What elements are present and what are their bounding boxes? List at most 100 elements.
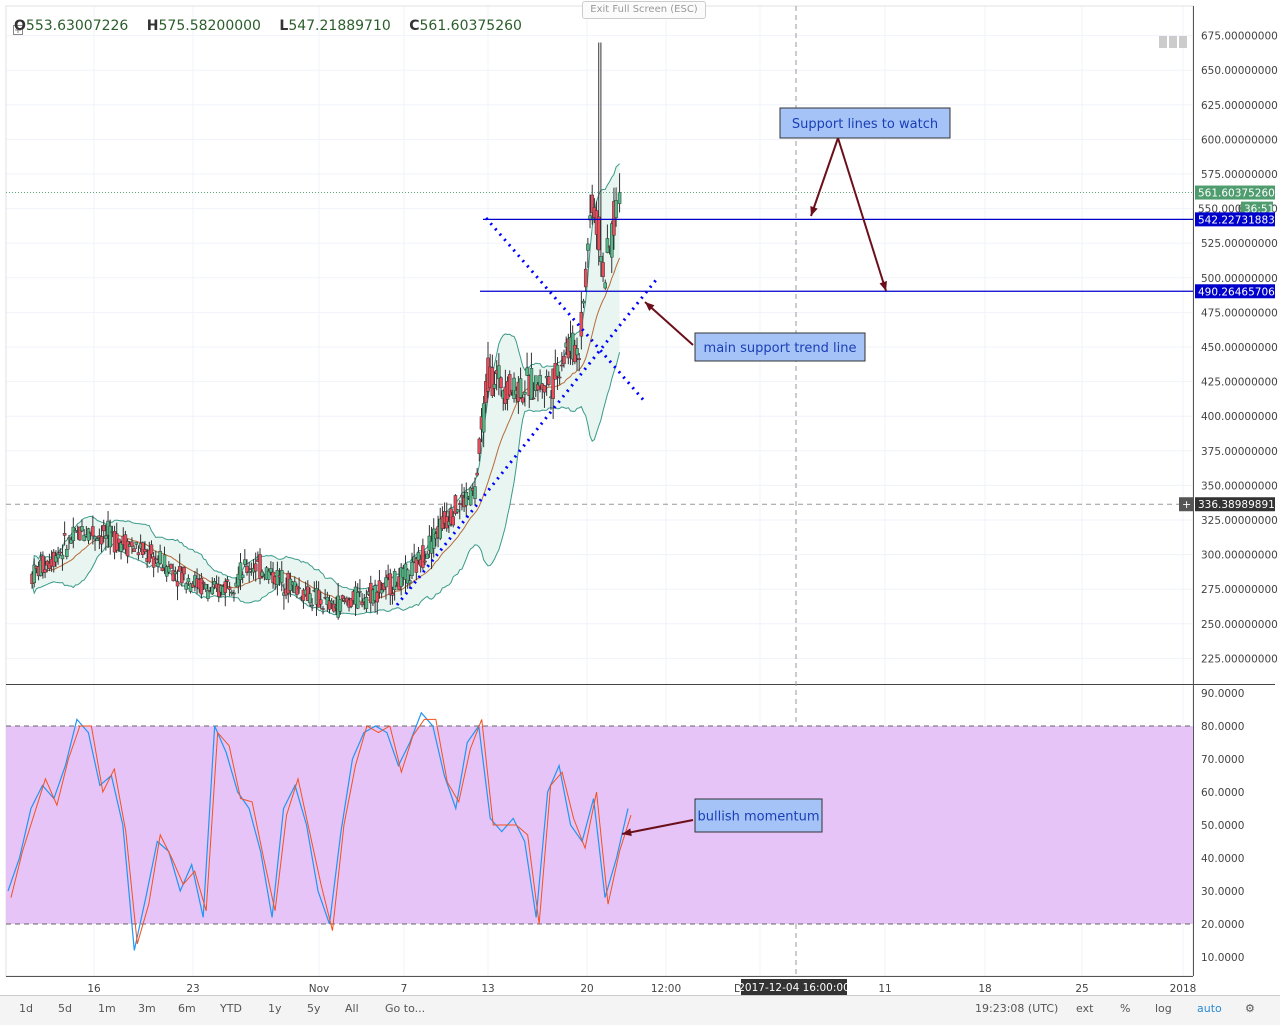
range-1m-button[interactable]: 1m bbox=[98, 1002, 116, 1015]
candle-body bbox=[141, 542, 145, 555]
candle-body bbox=[560, 364, 564, 367]
candle-body bbox=[60, 554, 65, 560]
bollinger-upper bbox=[31, 163, 620, 591]
price-tick-label: 475.00000000 bbox=[1201, 307, 1278, 319]
candle-body bbox=[104, 535, 108, 539]
candle-body bbox=[230, 591, 234, 594]
ext-toggle[interactable]: ext bbox=[1076, 1002, 1094, 1015]
range-1d-button[interactable]: 1d bbox=[19, 1002, 33, 1015]
candle-body bbox=[414, 558, 419, 573]
candle-body bbox=[210, 586, 215, 595]
candle-body bbox=[408, 580, 412, 584]
goto-button[interactable]: Go to... bbox=[385, 1002, 426, 1015]
candle-body bbox=[355, 592, 360, 609]
candle-body bbox=[392, 571, 397, 591]
log-toggle[interactable]: log bbox=[1155, 1002, 1172, 1015]
settings-icon[interactable]: ⚙ bbox=[1245, 1002, 1255, 1015]
range-5y-button[interactable]: 5y bbox=[307, 1002, 321, 1015]
support-lines-note-text: Support lines to watch bbox=[792, 117, 938, 132]
candle-body bbox=[99, 536, 104, 545]
candle-body bbox=[225, 579, 230, 582]
arrow-to-support bbox=[837, 137, 887, 292]
exit-fullscreen-button[interactable]: Exit Full Screen (ESC) bbox=[582, 1, 706, 19]
high-value: 575.58200000 bbox=[158, 18, 261, 34]
candle-body bbox=[130, 541, 134, 547]
candle-body bbox=[54, 555, 58, 563]
trend-line-note-text: main support trend line bbox=[704, 341, 857, 356]
candle-body bbox=[260, 571, 264, 577]
candle-body bbox=[69, 539, 73, 544]
candle-body bbox=[484, 381, 488, 403]
price-tick-label: 375.00000000 bbox=[1201, 446, 1278, 458]
price-tick-label: 675.00000000 bbox=[1201, 31, 1278, 43]
candle-body bbox=[557, 376, 562, 379]
candle-body bbox=[340, 595, 345, 600]
candle-body bbox=[583, 268, 588, 288]
time-tick-label: 11 bbox=[878, 983, 891, 995]
scale-toggle-icons[interactable] bbox=[1159, 33, 1189, 48]
candle-body bbox=[117, 538, 121, 544]
candle-body bbox=[327, 600, 332, 610]
price-tick-label: 500.00000000 bbox=[1201, 273, 1278, 285]
candle-body bbox=[62, 533, 67, 536]
candle-body bbox=[240, 574, 245, 578]
resistance-badge bbox=[1195, 212, 1275, 227]
price-550-badge bbox=[1195, 201, 1237, 216]
candle-body bbox=[203, 584, 208, 590]
candle-body bbox=[236, 573, 241, 587]
momentum-note-box bbox=[694, 798, 823, 833]
candle-body bbox=[32, 564, 36, 584]
range-ytd-button[interactable]: YTD bbox=[220, 1002, 242, 1015]
candle-body bbox=[223, 581, 228, 593]
bollinger-fill bbox=[32, 163, 620, 615]
candle-body bbox=[605, 238, 610, 253]
candle-body bbox=[425, 553, 429, 559]
candle-body bbox=[338, 599, 343, 612]
candle-body bbox=[227, 587, 232, 590]
percent-toggle[interactable]: % bbox=[1120, 1002, 1131, 1015]
price-axis[interactable]: 675.00000000 650.00000000 625.00000000 600.… bbox=[87, 31, 1278, 995]
candle-body bbox=[158, 550, 162, 564]
candle-body bbox=[151, 556, 156, 568]
candle-body bbox=[547, 376, 551, 385]
range-3m-button[interactable]: 3m bbox=[138, 1002, 156, 1015]
candle-body bbox=[199, 577, 204, 595]
auto-toggle[interactable]: auto bbox=[1197, 1002, 1222, 1015]
candle-body bbox=[301, 589, 306, 601]
bollinger-lower bbox=[31, 352, 621, 616]
candle-body bbox=[188, 583, 193, 592]
candle-body bbox=[475, 472, 479, 476]
candle-body bbox=[599, 256, 603, 262]
price-tick-label: 275.00000000 bbox=[1201, 584, 1278, 596]
candle-body bbox=[101, 525, 106, 532]
candle-body bbox=[201, 582, 206, 585]
candle-body bbox=[512, 377, 516, 399]
candle-body bbox=[536, 384, 540, 391]
range-1y-button[interactable]: 1y bbox=[268, 1002, 282, 1015]
candle-body bbox=[586, 243, 590, 251]
candle-body bbox=[136, 552, 141, 556]
price-tick-label: 650.00000000 bbox=[1201, 65, 1278, 77]
candle-body bbox=[108, 525, 112, 548]
candle-body bbox=[154, 558, 158, 561]
candle-body bbox=[41, 555, 45, 573]
candle-body bbox=[538, 375, 542, 387]
clock-readout: 19:23:08 (UTC) bbox=[975, 1002, 1059, 1015]
candle-body bbox=[358, 591, 362, 593]
candle-body bbox=[184, 583, 188, 590]
candle-body bbox=[266, 570, 271, 580]
time-tick-label: 16 bbox=[87, 983, 101, 995]
range-all-button[interactable]: All bbox=[345, 1002, 359, 1015]
price-tick-label: 250.00000000 bbox=[1201, 619, 1278, 631]
candle-body bbox=[455, 509, 460, 513]
range-5d-button[interactable]: 5d bbox=[58, 1002, 72, 1015]
candle-body bbox=[73, 530, 78, 533]
candle-body bbox=[423, 560, 427, 563]
range-6m-button[interactable]: 6m bbox=[178, 1002, 196, 1015]
candle-body bbox=[577, 358, 581, 360]
candle-body bbox=[67, 537, 71, 540]
candle-body bbox=[182, 567, 186, 575]
candle-body bbox=[390, 593, 395, 596]
add-indicator-icon[interactable] bbox=[13, 20, 23, 35]
